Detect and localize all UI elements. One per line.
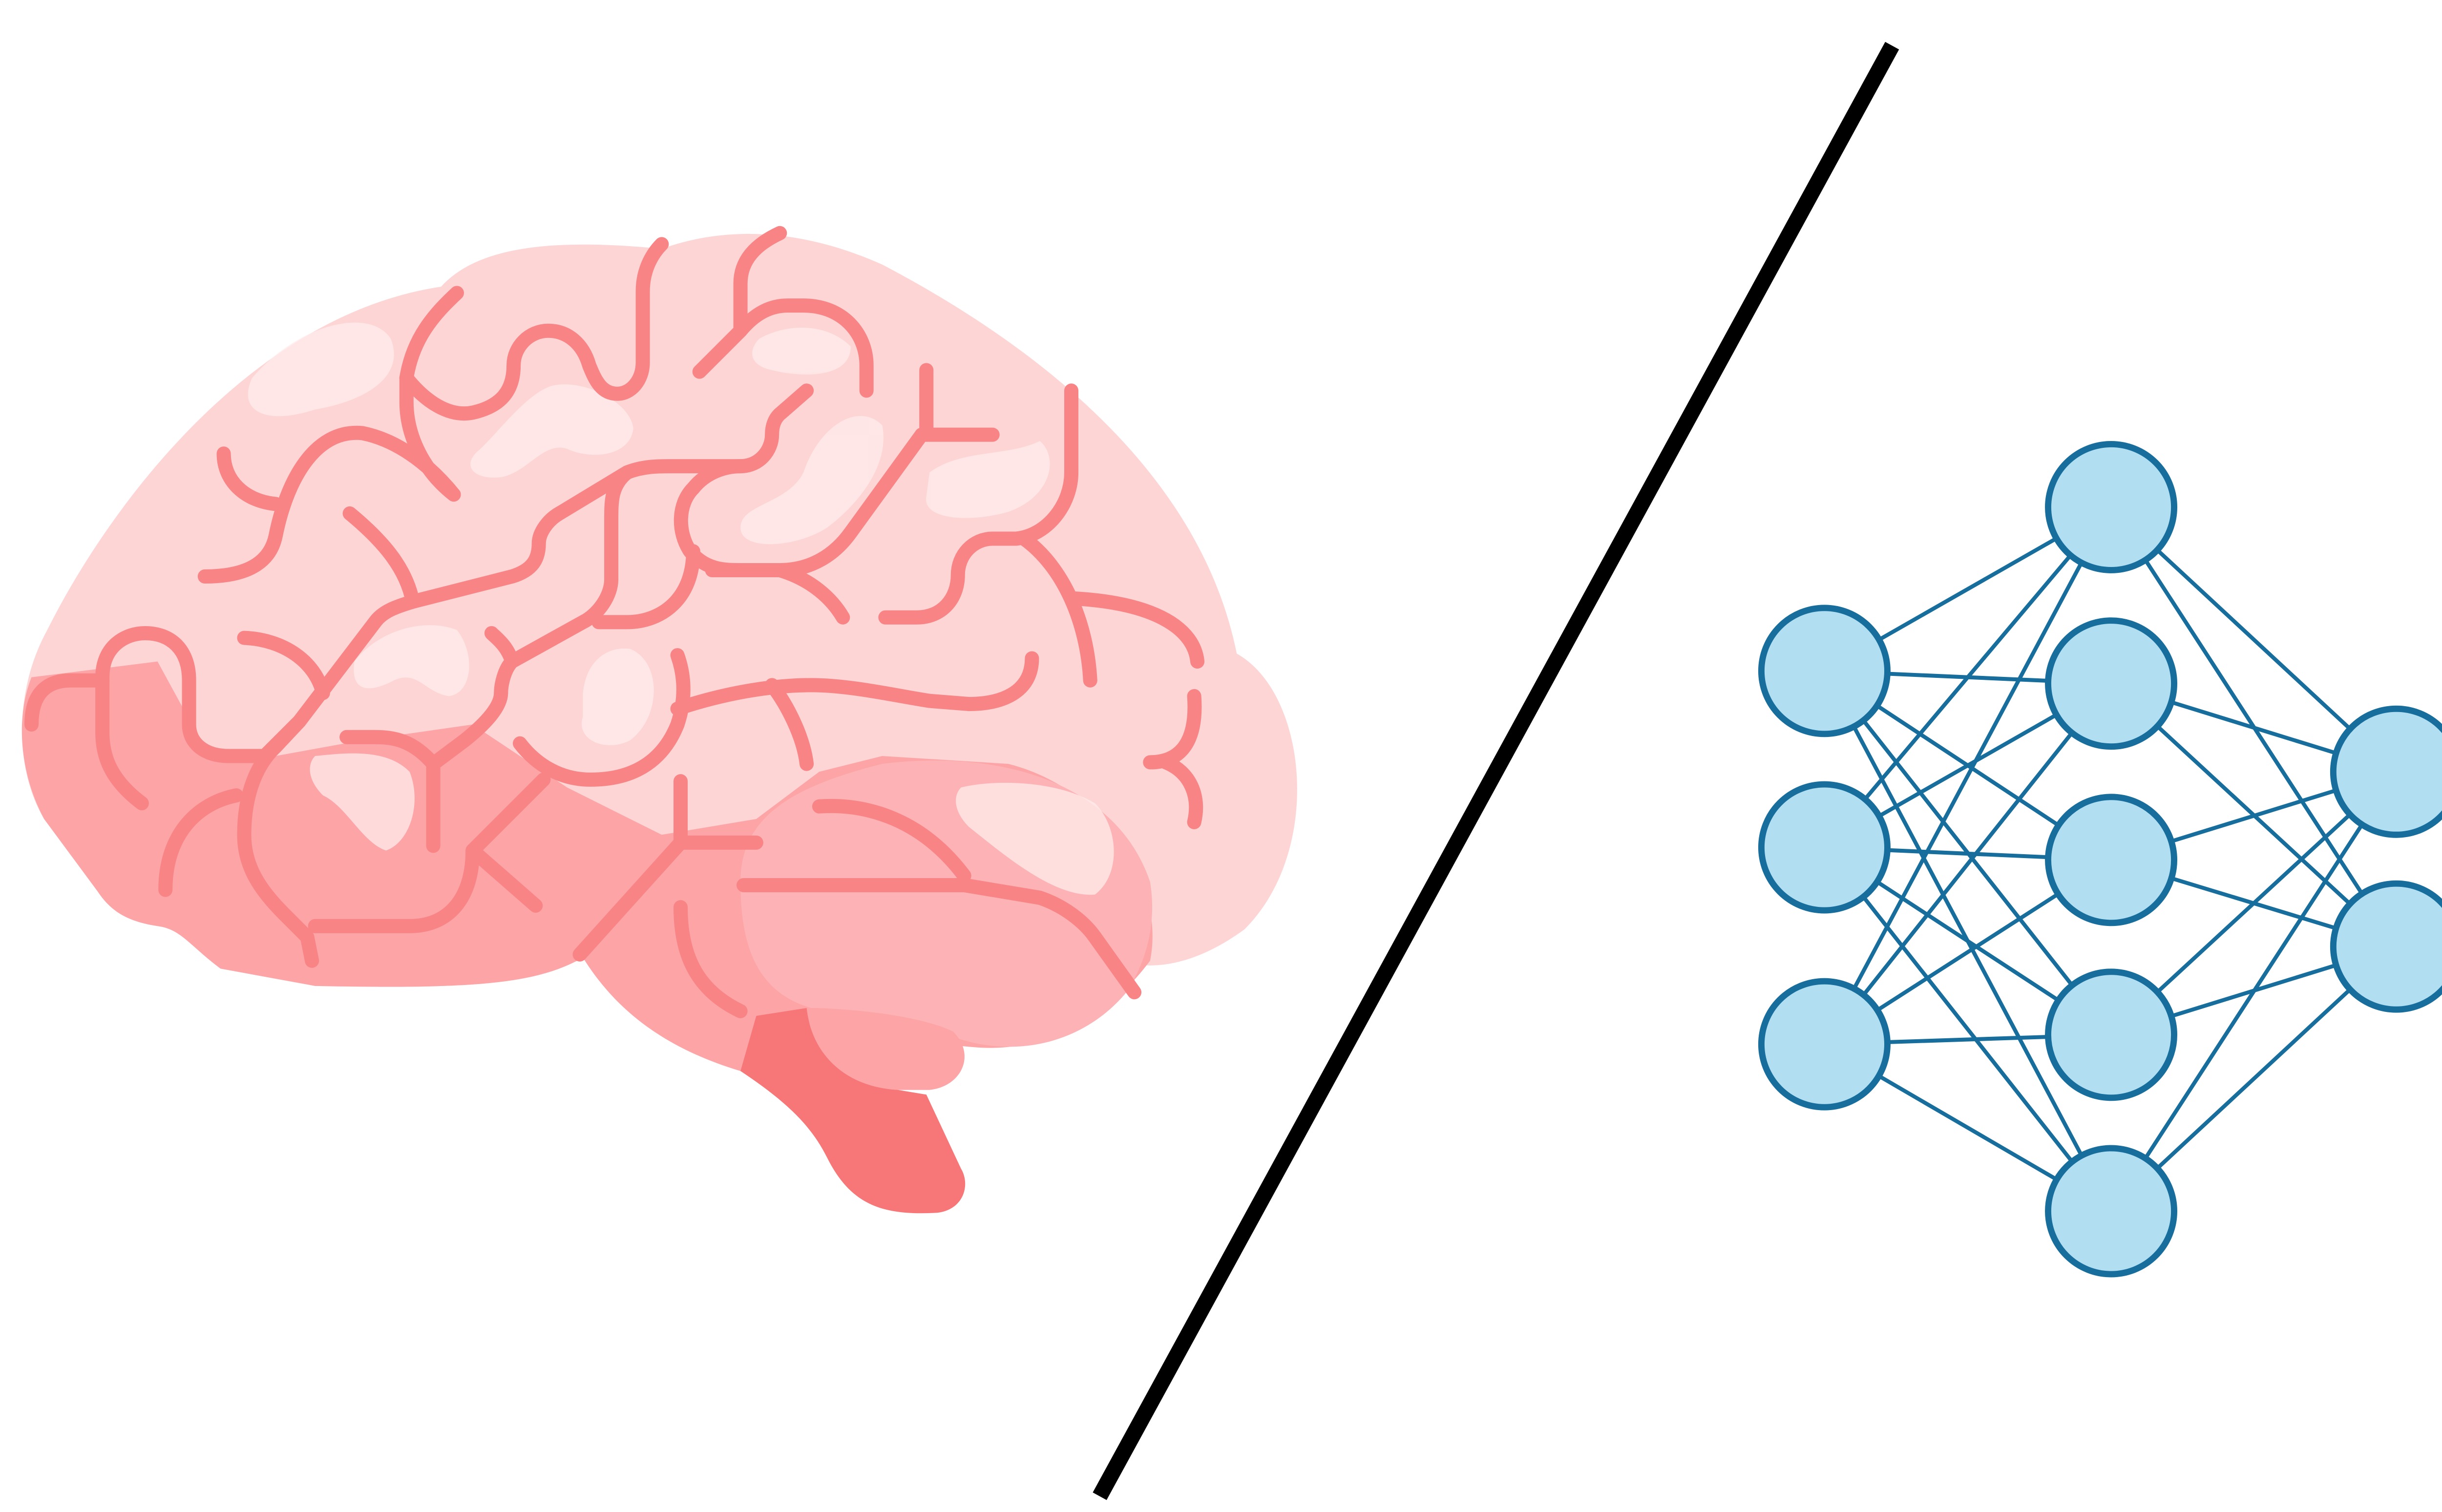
hidden-node xyxy=(2045,968,2178,1101)
network-edge xyxy=(1823,846,2113,1213)
hidden-node xyxy=(2045,1145,2178,1278)
network-edge xyxy=(2109,771,2398,1213)
brain-icon xyxy=(21,226,1297,1214)
network-edge xyxy=(1823,505,2113,849)
network-nodes xyxy=(1758,441,2442,1278)
network-edge xyxy=(1822,506,2113,1046)
input-node xyxy=(1758,781,1891,914)
neural-network-icon xyxy=(1758,441,2442,1278)
brain-highlights xyxy=(248,322,1114,895)
brain-gyri-lines xyxy=(24,226,1205,1018)
input-node xyxy=(1758,605,1891,737)
hidden-node xyxy=(2045,441,2178,573)
input-node xyxy=(1758,978,1891,1111)
divider-line xyxy=(1093,42,1899,1500)
hidden-node xyxy=(2045,794,2178,926)
brain-cerebellum xyxy=(806,1008,965,1090)
brain-stem xyxy=(740,1008,966,1214)
network-edge xyxy=(1823,682,2113,1046)
output-node xyxy=(2330,705,2442,838)
hidden-node xyxy=(2045,617,2178,750)
output-node xyxy=(2330,880,2442,1013)
